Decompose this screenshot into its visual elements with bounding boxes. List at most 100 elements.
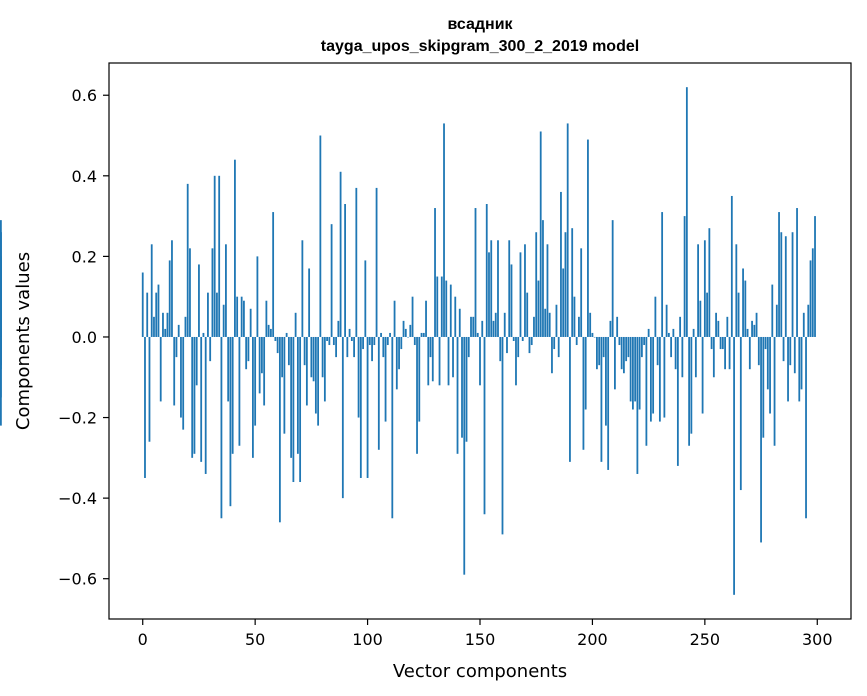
bar	[400, 336, 403, 350]
bar	[632, 336, 634, 410]
bar	[317, 336, 320, 426]
bar	[692, 328, 695, 337]
bar	[724, 336, 726, 370]
bar	[314, 336, 317, 414]
bar	[784, 236, 787, 337]
bar	[234, 159, 236, 337]
bar	[153, 316, 155, 337]
y-axis-ticks: −0.6 −0.4 −0.2 0.0 0.2 0.4 0.6	[58, 86, 109, 589]
bar	[443, 123, 445, 337]
bar	[488, 252, 490, 337]
bar	[472, 316, 475, 337]
y-axis-label: Components values	[13, 252, 34, 430]
bar	[515, 336, 517, 386]
bar	[272, 212, 275, 337]
chart-title-line1: всадник	[447, 16, 513, 33]
bar	[658, 336, 661, 422]
bar	[413, 336, 416, 346]
bar	[805, 336, 807, 519]
bar	[366, 336, 369, 478]
bar	[562, 268, 565, 337]
bar	[571, 228, 574, 337]
bar	[445, 280, 448, 337]
bars-group	[0, 87, 816, 595]
bar	[263, 336, 266, 406]
bar	[216, 292, 218, 337]
bar	[202, 332, 205, 337]
bar	[447, 336, 450, 386]
bar	[694, 336, 697, 378]
bar	[461, 336, 463, 438]
bar	[373, 336, 376, 346]
bar	[526, 292, 529, 337]
bar	[436, 276, 439, 337]
x-tick-label: 0	[138, 630, 148, 649]
bar	[672, 328, 675, 337]
bar	[150, 244, 153, 337]
bar	[346, 336, 349, 358]
y-tick-label: 0.0	[72, 328, 97, 347]
bar	[411, 296, 414, 337]
bar	[638, 336, 641, 410]
bar	[243, 300, 245, 337]
bar	[699, 300, 702, 337]
bar	[598, 336, 601, 366]
bar	[737, 292, 740, 337]
bar	[168, 260, 171, 337]
y-tick-label: 0.4	[72, 167, 97, 186]
bar	[719, 336, 722, 350]
bar	[573, 296, 576, 337]
bar	[285, 332, 288, 337]
bar	[281, 336, 284, 378]
y-tick-label: 0.2	[72, 247, 97, 266]
bar	[607, 336, 610, 470]
bar	[760, 336, 762, 543]
bar	[465, 336, 468, 442]
bar	[517, 336, 520, 358]
bar	[796, 208, 798, 337]
bar	[454, 296, 457, 337]
bar	[481, 320, 484, 337]
bar	[355, 187, 358, 337]
bar	[793, 336, 796, 374]
bar	[193, 336, 196, 454]
bar	[690, 336, 693, 434]
bar	[485, 204, 488, 337]
bar	[434, 208, 436, 337]
bar	[391, 336, 394, 519]
bar	[748, 336, 751, 370]
bar	[357, 336, 360, 418]
bar	[490, 240, 493, 337]
bar	[663, 336, 666, 418]
bar	[211, 248, 214, 337]
bar	[409, 324, 412, 337]
bar	[667, 332, 670, 337]
bar	[452, 336, 454, 378]
bar	[377, 336, 380, 450]
bar	[640, 336, 643, 358]
x-tick-label: 300	[802, 630, 833, 649]
bar	[173, 336, 176, 406]
bar	[382, 336, 385, 358]
bar	[0, 260, 2, 337]
bar	[422, 332, 425, 337]
bar	[198, 264, 200, 337]
bar	[278, 336, 281, 523]
bar	[676, 336, 679, 466]
bar	[530, 336, 533, 346]
bar	[175, 336, 178, 358]
bar	[557, 336, 560, 358]
bar	[479, 336, 481, 386]
bar	[600, 336, 603, 462]
bar	[715, 312, 717, 337]
x-tick-label: 250	[690, 630, 721, 649]
bar	[456, 336, 459, 454]
bar	[683, 216, 686, 337]
bar	[195, 336, 198, 386]
bar	[292, 336, 295, 483]
bar	[420, 332, 423, 337]
bar	[440, 276, 443, 337]
bar	[614, 336, 616, 390]
bar	[240, 296, 243, 337]
